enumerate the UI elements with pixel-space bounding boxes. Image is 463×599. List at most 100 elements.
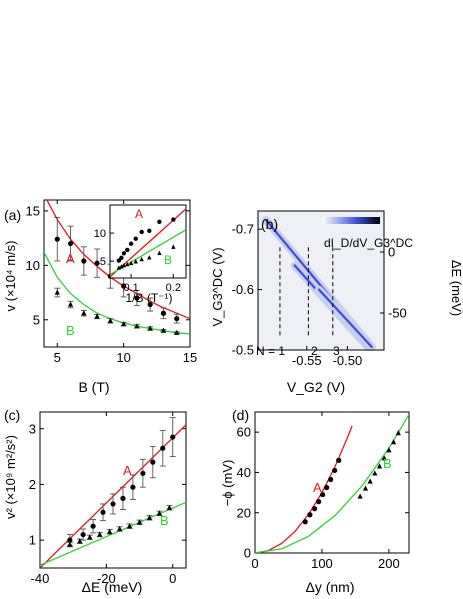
data-point-B [146,514,153,520]
data-point-A [174,316,180,322]
data-point-A [324,484,330,491]
data-point-A [119,255,124,260]
data-point-B [372,470,378,476]
data-point-B [166,504,173,510]
data-point-A [147,301,153,308]
panel-a-xlabel: B (T) [78,379,109,395]
panel-b-xlabel: V_G2 (V) [287,379,345,395]
data-point-B [147,325,153,331]
data-point-A [121,251,127,256]
data-point-B [362,485,369,491]
colorbar-label-text: dI_D/dV_G3^DC [324,236,413,250]
panel-b-n2-label: 2 [311,344,318,358]
x-tick-label: -0.50 [333,353,363,368]
data-point-B [116,265,122,270]
data-point-A [160,310,167,316]
data-point-B [119,264,124,269]
data-point-B [67,541,73,547]
data-point-B [386,447,392,453]
data-point-A [302,519,308,525]
data-point-B [81,310,87,316]
panel-a-series-b-label: B [66,323,75,338]
x-tick-label: 100 [311,556,333,571]
panel-c-ylabel: v² (×10⁹ m²/s²) [3,435,18,519]
data-point-B [54,289,60,295]
data-point-A [150,459,156,465]
panel-b-n3-label: 3 [333,344,340,358]
data-point-B [171,244,176,249]
heatmap-line-3 [317,288,373,349]
data-point-B [77,538,83,544]
data-point-B [136,519,143,525]
data-point-A [67,240,74,247]
data-point-A [320,491,326,498]
data-point-A [80,531,86,538]
data-point-B [381,455,387,461]
data-point-A [139,229,144,235]
panel-a-ylabel: v (×10⁴ m/s) [3,241,18,312]
data-point-A [110,501,116,507]
fit-curve-B [40,501,186,566]
data-point-A [311,506,318,512]
y-tick-label: 5 [33,312,40,327]
data-point-A [328,476,334,483]
y-tick-label: 0 [244,546,251,561]
data-point-B [121,262,127,268]
data-point-B [125,261,130,267]
panel-a-inset-xlabel: 1/B (T⁻¹) [126,291,173,305]
data-point-B [174,329,180,335]
data-point-B [391,439,397,445]
data-point-A [121,283,127,289]
y-tick-label: 3 [29,421,36,436]
fit-curve-A [46,200,190,320]
data-point-A [133,236,138,241]
panel-d-label: (d) [232,407,249,423]
panel-a-inset-label-b: B [164,253,172,267]
x-tick-label: 0.2 [166,282,181,294]
panel-b-ylabel-right: ΔE (meV) [449,260,463,316]
y-tick-label: 40 [237,465,251,480]
plot-frame [254,411,410,554]
y-tick-label: 1 [29,533,36,548]
panel-c-label: (c) [4,407,20,423]
data-point-B [160,327,167,333]
panel-b-n1-label: N = 1 [256,344,285,358]
data-point-B [395,430,401,436]
y-tick-label: 10 [26,258,40,273]
panel-d: 0 100 200 0 20 40 60 [237,411,410,571]
panel-a-inset: 0.1 0.2 5 10 [94,204,187,294]
fit-curve-A [255,425,353,553]
data-point-B [121,321,127,327]
data-point-B [139,256,144,262]
data-point-B [376,463,383,469]
data-point-A [157,219,162,225]
panel-a: 5 10 15 5 10 15 [26,199,197,365]
panel-d-series-b-label: B [383,456,392,471]
data-point-A [67,537,73,543]
plot-frame [109,204,187,279]
x-tick-label: 0.1 [123,282,138,294]
data-point-A [54,236,60,242]
y-tick-label: 15 [26,203,40,218]
data-point-A [125,247,130,253]
data-point-B [133,259,138,264]
data-point-B [94,313,100,319]
data-point-A [120,495,126,501]
panel-c-series-b-label: B [160,513,169,528]
y-tick-label: 20 [237,505,251,520]
data-point-B [87,534,93,540]
data-point-B [117,525,123,532]
data-point-A [90,523,96,529]
data-point-A [134,295,140,301]
data-point-B [126,523,133,529]
data-point-B [367,478,373,484]
data-point-A [336,457,342,463]
fit-curve-B [255,414,409,553]
x-tick-label: 15 [183,350,197,365]
x-tick-label: 5 [54,350,61,365]
data-point-B [107,528,113,534]
x-tick-label: -40 [31,571,50,586]
panel-d-xlabel: Δy (nm) [305,579,354,595]
panel-c: -40 -20 0 1 2 3 [29,411,187,586]
